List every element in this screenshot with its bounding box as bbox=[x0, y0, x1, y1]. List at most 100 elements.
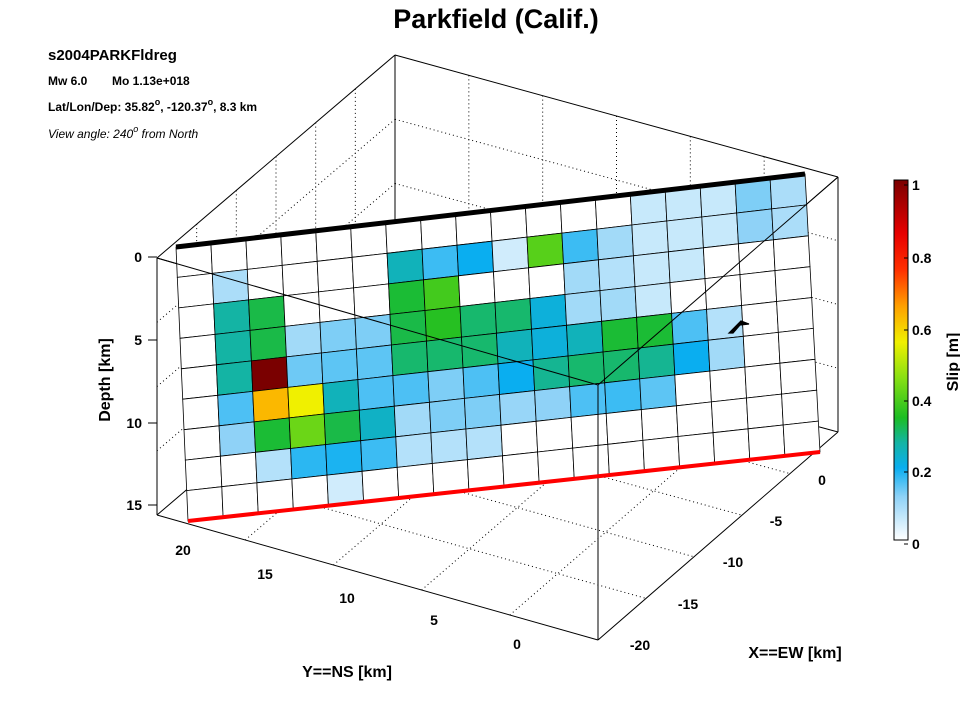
slip-cell bbox=[284, 321, 322, 358]
fault-bottom-edge bbox=[187, 450, 821, 523]
slip-cell bbox=[631, 220, 669, 257]
moment-label: Mo 1.13e+018 bbox=[112, 74, 190, 88]
slip-cell bbox=[357, 375, 395, 411]
slip-cell bbox=[771, 204, 809, 241]
slip-cell bbox=[666, 216, 704, 253]
slip-cell bbox=[599, 286, 638, 322]
grid-line bbox=[333, 359, 573, 566]
event-id-label: s2004PARKFldreg bbox=[48, 47, 177, 64]
slip-cell bbox=[637, 343, 676, 380]
grid-line bbox=[394, 118, 839, 242]
slip-cell bbox=[287, 383, 325, 419]
slip-cell bbox=[249, 325, 287, 362]
ns-tick-label: 15 bbox=[257, 566, 273, 582]
slip-cell bbox=[563, 259, 601, 295]
slip-cell bbox=[255, 448, 293, 484]
slip-cell bbox=[709, 366, 747, 403]
slip-cell bbox=[569, 382, 607, 418]
degree-superscript: o bbox=[155, 97, 161, 107]
colorbar-tick-label: 0.6 bbox=[912, 322, 932, 338]
colorbar-label: Slip [m] bbox=[945, 333, 960, 392]
slip-cell bbox=[639, 374, 677, 411]
depth-tick-label: 15 bbox=[126, 497, 142, 513]
slip-cell bbox=[736, 208, 774, 245]
slip-cell bbox=[499, 390, 537, 426]
fault-edges bbox=[175, 171, 821, 523]
grid-line bbox=[394, 183, 839, 305]
slip-cell bbox=[774, 266, 813, 302]
slip-cell bbox=[246, 264, 285, 301]
slip-cell bbox=[392, 371, 430, 407]
slip-cell bbox=[388, 279, 426, 315]
slip-cell bbox=[316, 256, 355, 293]
view-angle-label: View angle: 240o from North bbox=[48, 124, 199, 141]
slip-cell bbox=[532, 355, 571, 392]
ns-tick-label: 10 bbox=[339, 590, 355, 606]
colorbar bbox=[893, 179, 909, 541]
slip-cell bbox=[360, 436, 398, 472]
slip-cell bbox=[781, 389, 819, 426]
slip-cell bbox=[601, 316, 639, 353]
slip-cell bbox=[319, 317, 357, 354]
slip-cell bbox=[183, 425, 221, 461]
slip-cell bbox=[290, 444, 328, 480]
location-label: Lat/Lon/Dep: 35.82o, -120.37o, 8.3 km bbox=[48, 97, 257, 114]
hypocenter-marker bbox=[727, 320, 750, 334]
slip-cell bbox=[597, 255, 636, 292]
slip-cell bbox=[250, 356, 289, 392]
slip-cell bbox=[534, 386, 572, 422]
slip-cell bbox=[421, 244, 459, 281]
ew-tick-label: 0 bbox=[818, 472, 826, 488]
slip-cell bbox=[213, 299, 251, 335]
ew-tick-label: -15 bbox=[678, 596, 698, 612]
chart-title: Parkfield (Calif.) bbox=[393, 4, 599, 34]
depth-axis-label: Depth [km] bbox=[97, 338, 114, 422]
slip-cell bbox=[672, 339, 711, 376]
slip-cell bbox=[426, 336, 464, 373]
slip-cell bbox=[535, 416, 574, 453]
slip-cell bbox=[561, 228, 599, 265]
slip-cell bbox=[570, 413, 609, 449]
slip-cell bbox=[491, 236, 529, 273]
colorbar-tick-label: 0.4 bbox=[912, 393, 932, 409]
slip-cell bbox=[493, 267, 531, 303]
slip-cell bbox=[701, 212, 739, 249]
location-prefix: Lat/Lon/Dep: 35.82 bbox=[48, 100, 155, 114]
slip-cell bbox=[389, 310, 427, 346]
fault-top-edge bbox=[175, 171, 806, 250]
slip-cell bbox=[746, 393, 784, 430]
grid-line bbox=[421, 383, 662, 591]
slip-cell bbox=[288, 413, 327, 449]
depth-tick-label: 0 bbox=[134, 249, 142, 265]
degree-superscript: o bbox=[133, 124, 138, 134]
slip-cell bbox=[355, 344, 394, 381]
slip-cell bbox=[529, 294, 567, 330]
slip-cell bbox=[634, 282, 673, 318]
slip-cell bbox=[211, 268, 250, 305]
slip-cell bbox=[176, 272, 215, 309]
slip-cell bbox=[354, 313, 392, 350]
slip-cell bbox=[395, 432, 433, 468]
slip-cell bbox=[494, 298, 532, 334]
slip-cell bbox=[214, 329, 252, 366]
degree-superscript: o bbox=[208, 97, 214, 107]
slip-cell bbox=[531, 324, 569, 361]
slip-cell bbox=[427, 367, 465, 403]
view-suffix: from North bbox=[138, 127, 198, 141]
ns-tick-label: 5 bbox=[430, 612, 438, 628]
slip-cell bbox=[777, 327, 816, 364]
ew-tick-label: -10 bbox=[723, 554, 743, 570]
slip-cell bbox=[564, 290, 603, 326]
ew-tick-label: -20 bbox=[630, 637, 650, 653]
slip-cell bbox=[386, 248, 424, 285]
slip-cell bbox=[253, 417, 292, 453]
slip-cell bbox=[390, 340, 429, 377]
slip-cell bbox=[358, 405, 397, 442]
slip-cell bbox=[500, 420, 539, 457]
ew-tick-label: -5 bbox=[770, 513, 783, 529]
fault-plane bbox=[156, 173, 839, 640]
slip-cell bbox=[604, 378, 642, 414]
slip-cell bbox=[318, 287, 356, 323]
slip-cell bbox=[702, 243, 741, 280]
slip-cell bbox=[528, 263, 566, 299]
